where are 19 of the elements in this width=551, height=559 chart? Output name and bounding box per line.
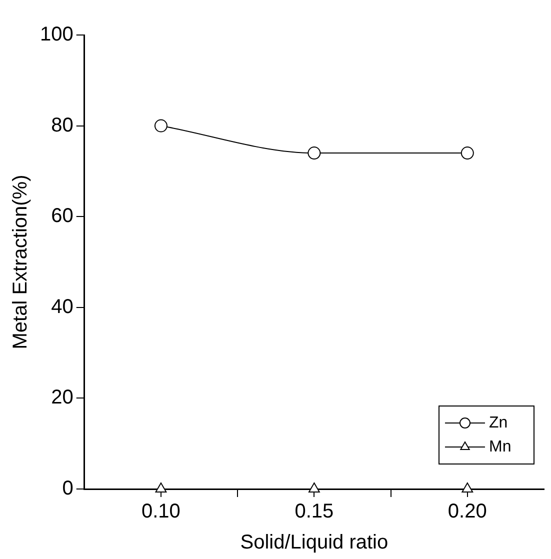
y-tick-label: 100 xyxy=(40,24,74,46)
point xyxy=(460,146,474,160)
point xyxy=(462,482,474,492)
point xyxy=(308,146,321,160)
point xyxy=(155,482,167,492)
point xyxy=(154,119,168,132)
y-tick-label: 80 xyxy=(51,114,74,136)
y-tick-label: 20 xyxy=(51,386,74,409)
x-tick-label: 0.15 xyxy=(294,500,334,523)
y-axis-title: Metal Extraction(%) xyxy=(10,174,32,350)
legend-label: Mn xyxy=(489,438,512,456)
x-tick-label: 0.20 xyxy=(448,500,487,523)
x-axis-title: Solid/Liquid ratio xyxy=(240,532,388,554)
y-tick-label: 40 xyxy=(51,296,74,318)
x-tick-label: 0.10 xyxy=(142,500,180,523)
point xyxy=(308,482,320,492)
legend-label: Zn xyxy=(489,414,508,432)
y-tick-label: 0 xyxy=(62,478,74,500)
y-tick-label: 60 xyxy=(51,205,74,228)
